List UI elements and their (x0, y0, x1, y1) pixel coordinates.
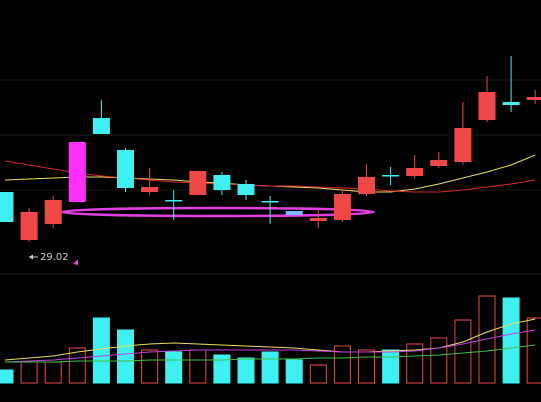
moving-average (4, 318, 536, 361)
low-arrow-head (29, 254, 33, 260)
volume-bar (68, 347, 86, 384)
moving-average (5, 344, 536, 363)
volume-bar (44, 361, 62, 384)
candle-body (213, 175, 231, 190)
moving-average (4, 160, 536, 193)
volume-bar (406, 343, 424, 384)
candle-body (20, 212, 38, 240)
low-label: 29.02 (40, 252, 69, 263)
candle-body (526, 97, 541, 100)
candle-body (165, 200, 183, 202)
volume-bar (358, 349, 375, 384)
volume-bar (526, 317, 541, 384)
volume-bar (309, 364, 327, 384)
candle-body (261, 201, 279, 203)
candle-body (430, 160, 448, 166)
candle-body (478, 92, 496, 120)
candle-body (117, 150, 134, 188)
candle-body (68, 142, 86, 202)
candle-body (309, 218, 327, 221)
moving-average (4, 329, 536, 363)
candle-body (382, 175, 400, 177)
candle-body (333, 194, 351, 220)
candle-body (454, 128, 472, 162)
candle-body (285, 211, 303, 215)
volume-bar (285, 359, 303, 384)
volume-bar (189, 349, 207, 384)
volume-bar (430, 337, 448, 384)
volume-bar (165, 351, 183, 384)
candle-body (141, 187, 159, 192)
low-marker: 29.02 (29, 252, 78, 265)
volume-bar (382, 349, 400, 384)
candle-body (44, 200, 62, 224)
volume-bar (0, 369, 14, 384)
candle-body (189, 171, 207, 195)
volume-bar (117, 329, 134, 384)
volume-bar (502, 297, 520, 384)
volume-bar (333, 345, 351, 384)
volume-bar (20, 361, 38, 384)
volume-bar (261, 351, 279, 384)
volume-bar (141, 349, 159, 384)
highlight-ellipse (60, 206, 376, 218)
volume-bar (478, 295, 496, 384)
volume-bar (92, 317, 110, 384)
volume-bar (454, 319, 472, 384)
candle-body (358, 177, 375, 194)
candle-body (406, 168, 424, 176)
volume-bar (213, 354, 231, 384)
marker-triangle (73, 259, 78, 265)
candle-body (502, 102, 520, 105)
candle-body (237, 184, 255, 195)
volume-bar (237, 357, 255, 384)
candle-body (92, 118, 110, 134)
candle-body (0, 192, 14, 222)
